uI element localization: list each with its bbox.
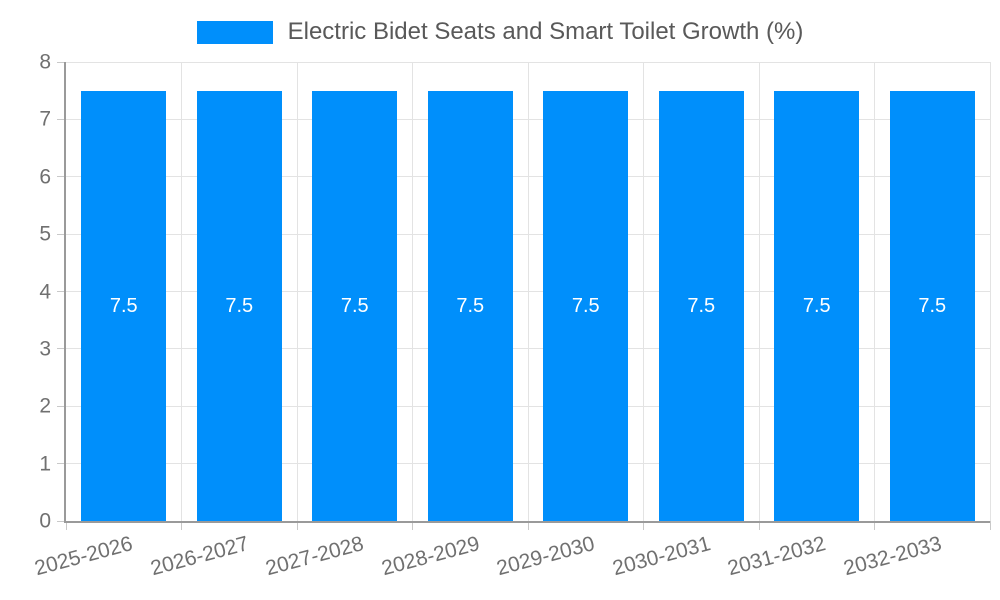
x-axis-tick — [296, 521, 298, 530]
y-axis-tick-label: 7 — [39, 107, 51, 131]
bar[interactable] — [889, 90, 975, 521]
bar[interactable] — [658, 90, 744, 521]
y-axis-tick — [57, 61, 66, 63]
x-axis-tick — [989, 521, 991, 530]
x-axis-tick — [643, 521, 644, 530]
x-axis-tick-label: 2032-2033 — [840, 532, 944, 581]
y-axis-tick-label: 5 — [39, 222, 51, 246]
bar-value-label: 7.5 — [918, 294, 947, 317]
y-axis-tick — [57, 291, 66, 292]
y-axis-tick-label: 3 — [39, 337, 51, 361]
x-gridline — [643, 62, 644, 521]
x-axis-tick — [527, 521, 529, 530]
bar[interactable] — [543, 90, 629, 521]
y-axis-tick — [57, 405, 66, 407]
y-axis-tick-label: 0 — [39, 509, 51, 533]
chart-title: Electric Bidet Seats and Smart Toilet Gr… — [287, 18, 804, 45]
x-axis-tick-label: 2028-2029 — [378, 532, 482, 581]
legend-swatch-icon — [196, 20, 273, 44]
x-gridline — [296, 62, 298, 521]
x-axis-tick — [412, 521, 413, 530]
bar[interactable] — [196, 90, 282, 521]
x-gridline — [412, 62, 413, 521]
y-axis-tick-label: 8 — [39, 50, 51, 74]
y-axis-tick — [57, 463, 66, 465]
y-axis-tick — [57, 176, 66, 178]
x-axis-tick-label: 2026-2027 — [147, 532, 251, 581]
bar-value-label: 7.5 — [340, 294, 369, 317]
y-axis-tick — [57, 233, 66, 235]
y-axis-tick — [57, 348, 66, 350]
y-axis-tick — [57, 520, 66, 522]
x-gridline — [527, 62, 529, 521]
x-axis-tick — [874, 521, 875, 530]
bar[interactable] — [81, 90, 167, 521]
y-axis-tick-label: 4 — [39, 280, 51, 303]
y-axis-line — [64, 62, 66, 523]
x-gridline — [874, 62, 875, 521]
x-axis-tick — [65, 521, 67, 530]
x-axis-tick-label: 2027-2028 — [263, 532, 367, 581]
bar-value-label: 7.5 — [456, 294, 485, 317]
y-axis-tick — [57, 118, 66, 120]
bar[interactable] — [427, 90, 513, 521]
bar-value-label: 7.5 — [225, 294, 254, 317]
x-axis-tick-label: 2031-2032 — [725, 532, 829, 581]
y-axis-tick-label: 1 — [39, 452, 51, 476]
x-gridline — [181, 62, 182, 521]
x-gridline — [758, 62, 760, 521]
bar[interactable] — [774, 90, 860, 521]
x-axis-tick-label: 2025-2026 — [32, 532, 136, 581]
chart-legend[interactable]: Electric Bidet Seats and Smart Toilet Gr… — [0, 18, 1000, 45]
x-axis-tick-label: 2030-2031 — [609, 532, 713, 581]
x-axis-line — [64, 521, 990, 523]
x-axis-tick — [758, 521, 760, 530]
bar-value-label: 7.5 — [571, 294, 600, 317]
bar[interactable] — [312, 90, 398, 521]
bar-value-label: 7.5 — [109, 294, 138, 317]
y-axis-tick-label: 2 — [39, 394, 51, 418]
x-axis-tick — [181, 521, 182, 530]
y-axis-tick-label: 6 — [39, 165, 51, 189]
x-axis-tick-label: 2029-2030 — [494, 532, 598, 581]
x-gridline — [989, 62, 991, 521]
bar-value-label: 7.5 — [687, 294, 716, 317]
bar-value-label: 7.5 — [802, 294, 831, 317]
